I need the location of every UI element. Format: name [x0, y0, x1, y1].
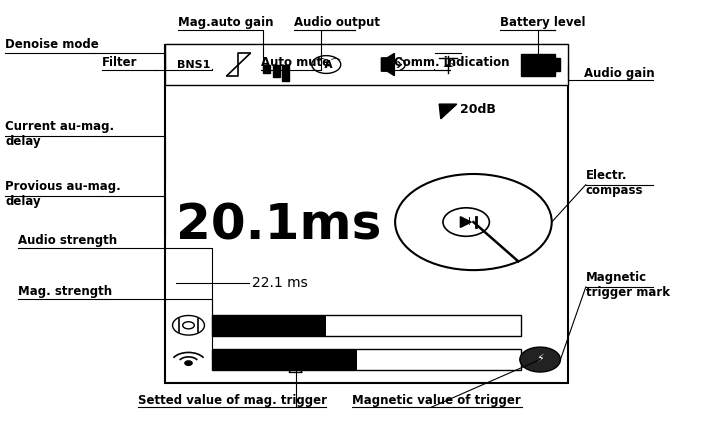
Text: ♪▶: ♪▶	[380, 60, 393, 69]
Text: Battery level: Battery level	[500, 16, 586, 28]
Text: Provious au-mag.
delay: Provious au-mag. delay	[5, 180, 121, 208]
Bar	[212, 349, 521, 370]
Text: Auto mute: Auto mute	[261, 56, 330, 69]
Text: ☁₂: ☁₂	[442, 60, 454, 69]
Polygon shape	[460, 217, 471, 227]
Bar	[521, 53, 555, 76]
Circle shape	[395, 174, 552, 270]
Text: ⁀A⁀: ⁀A⁀	[317, 60, 340, 69]
Bar	[165, 44, 568, 85]
Text: Magnetic value of trigger: Magnetic value of trigger	[352, 394, 521, 407]
Text: ⚡: ⚡	[536, 355, 544, 364]
Bar	[282, 65, 289, 81]
Bar	[273, 65, 280, 77]
Bar	[212, 315, 521, 336]
Text: Magnetic
trigger mark: Magnetic trigger mark	[586, 271, 670, 299]
Text: ▶!: ▶!	[460, 217, 472, 227]
Circle shape	[520, 347, 560, 372]
Text: Electr.
compass: Electr. compass	[586, 169, 643, 197]
Bar	[555, 58, 560, 71]
Text: 20.1ms: 20.1ms	[176, 202, 381, 250]
Text: Audio gain: Audio gain	[584, 67, 655, 80]
Text: Current au-mag.
delay: Current au-mag. delay	[5, 120, 115, 148]
Text: A: A	[325, 60, 332, 69]
Polygon shape	[439, 104, 457, 119]
Bar	[212, 315, 326, 336]
Text: Setted value of mag. trigger: Setted value of mag. trigger	[138, 394, 327, 407]
Circle shape	[443, 208, 489, 236]
Text: 20dB: 20dB	[460, 102, 496, 116]
Polygon shape	[381, 53, 394, 76]
Bar	[212, 349, 357, 370]
Text: Mag. strength: Mag. strength	[18, 285, 112, 298]
Text: BNS1: BNS1	[177, 60, 210, 69]
Text: Mag.auto gain: Mag.auto gain	[178, 16, 273, 28]
Text: Audio output: Audio output	[294, 16, 380, 28]
Circle shape	[183, 322, 194, 329]
Text: Denoise mode: Denoise mode	[5, 38, 99, 51]
Circle shape	[185, 361, 192, 365]
Text: Filter: Filter	[102, 56, 137, 69]
Text: 22.1 ms: 22.1 ms	[252, 276, 308, 290]
Bar	[263, 65, 270, 73]
Text: Comm. indication: Comm. indication	[394, 56, 509, 69]
Bar	[165, 44, 568, 383]
Text: Audio strength: Audio strength	[18, 234, 117, 247]
